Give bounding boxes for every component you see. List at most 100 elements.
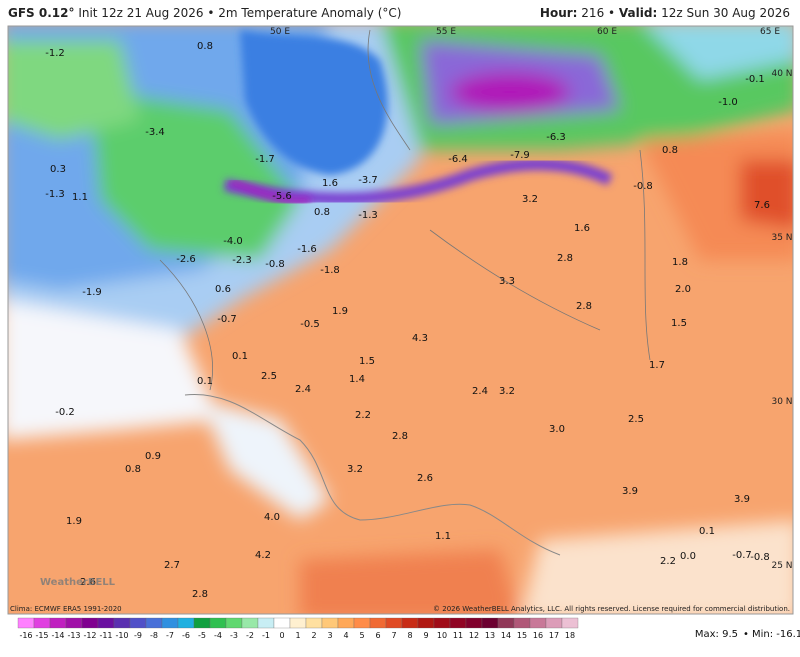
map-value: -0.8 (750, 552, 770, 563)
map-value: -1.9 (82, 287, 102, 298)
grid-label: 40 N (771, 69, 792, 79)
colorbar-cell (209, 617, 227, 629)
map-value: 2.5 (261, 371, 277, 382)
map-value: 3.0 (549, 424, 565, 435)
map-value: 2.8 (576, 301, 592, 312)
colorbar-cell (225, 617, 243, 629)
valid-label: Valid: (618, 6, 658, 20)
map-value: 1.5 (671, 318, 687, 329)
colorbar-cell (33, 617, 51, 629)
colorbar-cell (369, 617, 387, 629)
colorbar-label: 0 (279, 631, 284, 640)
colorbar-label: -9 (134, 631, 142, 640)
colorbar-label: -4 (214, 631, 222, 640)
map-value: 0.8 (662, 145, 678, 156)
colorbar-cell (49, 617, 67, 629)
colorbar-label: -6 (182, 631, 190, 640)
map-value: 1.4 (349, 374, 365, 385)
map-value: 1.1 (72, 192, 88, 203)
map-value: 1.6 (322, 178, 338, 189)
map-value: 2.4 (295, 384, 311, 395)
bullet: • (743, 629, 749, 640)
colorbar-label: 2 (311, 631, 316, 640)
map-value: 2.8 (557, 253, 573, 264)
colorbar-cell (321, 617, 339, 629)
map-value: 3.2 (522, 194, 538, 205)
colorbar-cell (529, 617, 547, 629)
colorbar-cell (273, 617, 291, 629)
colorbar-cell (497, 617, 515, 629)
map-value: 2.5 (628, 414, 644, 425)
colorbar-label: 17 (549, 631, 559, 640)
colorbar-cell (161, 617, 179, 629)
map-value: -0.7 (732, 550, 752, 561)
colorbar-cell (481, 617, 499, 629)
clima: Clima: ECMWF ERA5 1991-2020 (10, 605, 122, 613)
map-value: -1.3 (358, 210, 378, 221)
map-value: -1.8 (320, 265, 340, 276)
hour: 216 (581, 6, 605, 20)
colorbar-label: -11 (99, 631, 112, 640)
map-value: 2.8 (392, 431, 408, 442)
colorbar-label: -7 (166, 631, 174, 640)
grid-label: 65 E (760, 27, 780, 37)
colorbar-label: 13 (485, 631, 495, 640)
map-value: 2.0 (675, 284, 691, 295)
init: Init 12z 21 Aug 2026 (78, 6, 204, 20)
map-value: -6.4 (448, 154, 468, 165)
colorbar-label: 8 (407, 631, 412, 640)
map-value: 0.8 (197, 41, 213, 52)
map-value: -5.6 (272, 191, 292, 202)
map-value: 2.2 (660, 556, 676, 567)
colorbar-label: -3 (230, 631, 238, 640)
colorbar-label: 18 (565, 631, 575, 640)
colorbar-cell (337, 617, 355, 629)
map-frame (7, 25, 794, 615)
colorbar-cell (305, 617, 323, 629)
map-value: 2.7 (164, 560, 180, 571)
colorbar-cell (465, 617, 483, 629)
map-value: -0.1 (745, 74, 765, 85)
colorbar-label: -2 (246, 631, 254, 640)
colorbar-label: -12 (83, 631, 96, 640)
colorbar-label: -16 (19, 631, 32, 640)
map-value: 0.0 (680, 551, 696, 562)
colorbar-cell (257, 617, 275, 629)
colorbar-cell (449, 617, 467, 629)
map-value: -3.7 (358, 175, 378, 186)
map-value: 2.6 (417, 473, 433, 484)
map-value: 1.5 (359, 356, 375, 367)
colorbar-cell (289, 617, 307, 629)
colorbar-cell (241, 617, 259, 629)
grid-label: 30 N (771, 397, 792, 407)
map-value: 2.8 (192, 589, 208, 600)
grid-label: 60 E (597, 27, 617, 37)
colorbar-cell (17, 617, 35, 629)
colorbar-label: -14 (51, 631, 64, 640)
colorbar-label: 10 (437, 631, 447, 640)
map-value: 0.6 (215, 284, 231, 295)
colorbar-cell (193, 617, 211, 629)
map-value: 0.1 (232, 351, 248, 362)
map-value: -1.0 (718, 97, 738, 108)
colorbar-cell (401, 617, 419, 629)
colorbar-label: -1 (262, 631, 270, 640)
colorbar-label: 15 (517, 631, 527, 640)
copyright: © 2026 WeatherBELL Analytics, LLC. All r… (433, 605, 790, 613)
colorbar-cell (513, 617, 531, 629)
map-value: -0.2 (55, 407, 75, 418)
map-value: 0.8 (314, 207, 330, 218)
map-value: 1.6 (574, 223, 590, 234)
map-value: 0.8 (125, 464, 141, 475)
map-value: 0.1 (197, 376, 213, 387)
map-value: 2.4 (472, 386, 488, 397)
map-value: 4.2 (255, 550, 271, 561)
map-value: 4.0 (264, 512, 280, 523)
colorbar-cell (65, 617, 83, 629)
min: Min: -16.1 (752, 629, 800, 640)
map-value: 1.8 (672, 257, 688, 268)
grid-label: 55 E (436, 27, 456, 37)
map-value: -4.0 (223, 236, 243, 247)
map-value: -1.7 (255, 154, 275, 165)
